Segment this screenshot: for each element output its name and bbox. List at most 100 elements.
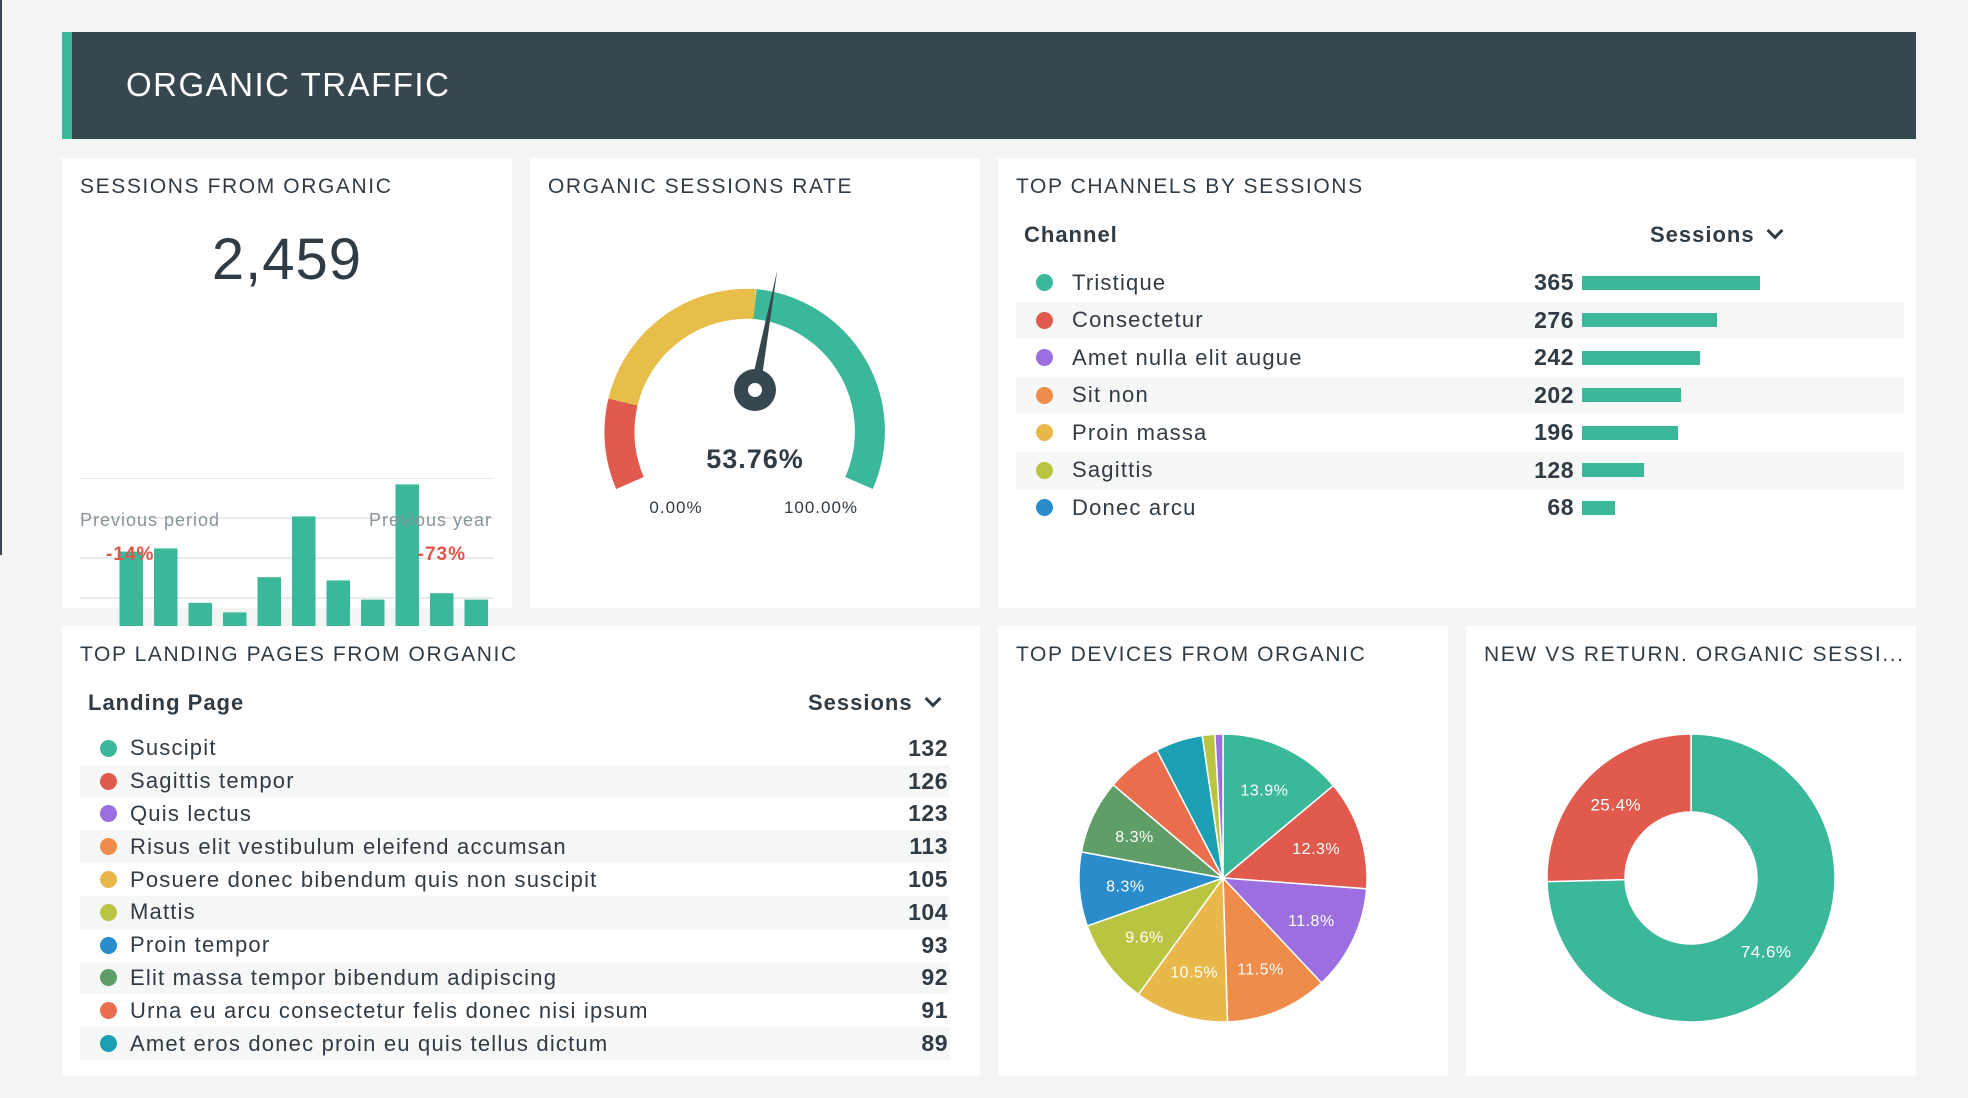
rate-gauge: 53.76% 0.00% 100.00%	[604, 270, 885, 517]
legend-dot	[100, 903, 117, 921]
devices-pie-chart: 13.9% 12.3% 11.8% 11.5% 10.5% 9.6% 8.3% 8.3%	[1078, 733, 1368, 1023]
landing-row: Elit massa tempor bibendum adipiscing 92	[80, 961, 950, 995]
gauge-min-label: 0.00%	[649, 498, 702, 517]
sessions-value: 2,459	[211, 227, 363, 292]
rate-card-title: ORGANIC SESSIONS RATE	[548, 175, 854, 198]
row-value: 92	[921, 964, 948, 991]
row-bar	[1582, 275, 1760, 290]
row-label: Tristique	[1072, 269, 1167, 295]
dashboard-header: ORGANIC TRAFFIC	[62, 32, 1916, 139]
landing-card-title: TOP LANDING PAGES FROM ORGANIC	[80, 643, 518, 666]
row-label: Risus elit vestibulum eleifend accumsan	[130, 833, 567, 859]
row-bar	[1582, 350, 1701, 365]
legend-dot	[100, 1002, 117, 1020]
row-value: 104	[908, 898, 948, 925]
sessions-bar	[292, 516, 316, 638]
row-label: Sagittis	[1072, 457, 1154, 483]
channels-card-title: TOP CHANNELS BY SESSIONS	[1016, 175, 1364, 198]
previous-period-value: -14%	[106, 544, 155, 565]
landing-row: Mattis 104	[80, 896, 950, 929]
landing-row: Risus elit vestibulum eleifend accumsan 1…	[80, 830, 950, 864]
legend-dot	[100, 1035, 117, 1053]
channels-card: TOP CHANNELS BY SESSIONS Channel Session…	[998, 158, 1916, 608]
row-label: Quis lectus	[130, 800, 253, 826]
landing-card: TOP LANDING PAGES FROM ORGANIC Landing P…	[62, 626, 980, 1076]
row-bar	[1582, 425, 1678, 440]
previous-period-label: Previous period	[80, 510, 221, 530]
row-label: Donec arcu	[1072, 494, 1197, 520]
legend-dot	[1036, 386, 1053, 404]
channel-row: Donec arcu 68	[1016, 489, 1904, 527]
channel-row: Sagittis 128	[1016, 451, 1904, 489]
landing-row: Proin tempor 93	[80, 929, 950, 962]
row-value: 93	[921, 931, 948, 958]
sessions-bar	[326, 580, 350, 638]
legend-dot	[1036, 424, 1053, 442]
row-value: 365	[1534, 269, 1574, 296]
legend-dot	[100, 838, 117, 856]
pie-slice	[1214, 733, 1224, 879]
row-label: Posuere donec bibendum quis non suscipit	[130, 866, 598, 892]
legend-dot	[100, 739, 117, 757]
pie-slice	[1137, 875, 1229, 1023]
legend-dot	[1036, 311, 1053, 329]
legend-dot	[1036, 274, 1053, 292]
channels-sessions-header-label: Sessions	[1650, 222, 1755, 247]
newreturn-card: NEW VS RETURN. ORGANIC SESSI... 74.6% 25.…	[1466, 626, 1916, 1076]
legend-dot	[100, 871, 117, 889]
row-bar	[1582, 500, 1616, 515]
pie-slice	[1221, 784, 1368, 890]
channel-row: Amet nulla elit augue 242	[1016, 339, 1904, 377]
row-label: Suscipit	[130, 735, 217, 761]
dashboard-title: ORGANIC TRAFFIC	[126, 66, 451, 103]
row-value: 68	[1547, 494, 1574, 521]
sessions-card: SESSIONS FROM ORGANIC 2,459 Previous per…	[62, 158, 512, 639]
row-label: Sit non	[1072, 382, 1149, 408]
channel-row: Proin massa 196	[1016, 414, 1904, 452]
row-bar	[1582, 313, 1717, 328]
row-value: 126	[908, 767, 948, 794]
previous-year-label: Previous year	[368, 510, 492, 530]
pie-slice-label: 12.3%	[1292, 841, 1340, 858]
landing-row: Posuere donec bibendum quis non suscipit…	[80, 863, 950, 896]
devices-card: TOP DEVICES FROM ORGANIC 13.9% 12.3% 11.8%…	[998, 626, 1448, 1076]
landing-sessions-header-label: Sessions	[808, 690, 913, 715]
pie-slice	[1222, 733, 1335, 880]
gauge-segment-high	[753, 289, 885, 490]
legend-dot	[1036, 499, 1053, 517]
pie-slice-label: 11.8%	[1288, 913, 1335, 930]
legend-dot	[1036, 349, 1053, 367]
legend-dot	[100, 969, 117, 987]
row-bar	[1582, 388, 1681, 403]
row-label: Elit massa tempor bibendum adipiscing	[130, 964, 558, 990]
pie-slice-label: 13.9%	[1240, 782, 1288, 799]
sessions-card-title: SESSIONS FROM ORGANIC	[80, 175, 393, 198]
pie-slice	[1546, 733, 1692, 883]
legend-dot	[100, 805, 117, 823]
row-value: 123	[908, 800, 948, 827]
channel-row: Tristique 365	[1016, 264, 1904, 302]
landing-row: Urna eu arcu consectetur felis donec nis…	[80, 994, 950, 1027]
row-label: Sagittis tempor	[130, 768, 295, 794]
row-label: Amet eros donec proin eu quis tellus dic…	[130, 1030, 609, 1056]
newreturn-donut-chart: 74.6% 25.4%	[1546, 733, 1836, 1023]
pie-slice	[1222, 876, 1323, 1023]
gauge-needle	[750, 270, 778, 389]
channels-sort-header[interactable]: Sessions	[1650, 222, 1784, 248]
landing-row: Quis lectus 123	[80, 798, 950, 831]
row-value: 196	[1534, 419, 1574, 446]
gauge-value: 53.76%	[706, 444, 804, 474]
landing-sort-header[interactable]: Sessions	[808, 690, 942, 716]
row-value: 202	[1534, 381, 1574, 408]
row-value: 105	[908, 866, 948, 893]
gauge-segment-low	[604, 398, 644, 489]
row-value: 128	[1534, 456, 1574, 483]
row-value: 242	[1534, 344, 1574, 371]
row-label: Amet nulla elit augue	[1072, 344, 1303, 370]
chevron-down-icon	[1766, 222, 1784, 240]
pie-slice-label: 74.6%	[1741, 942, 1792, 961]
landing-row: Suscipit 132	[80, 732, 950, 765]
gauge-hub-center	[748, 383, 762, 397]
row-value: 276	[1534, 306, 1574, 333]
previous-year-value: -73%	[417, 544, 466, 565]
